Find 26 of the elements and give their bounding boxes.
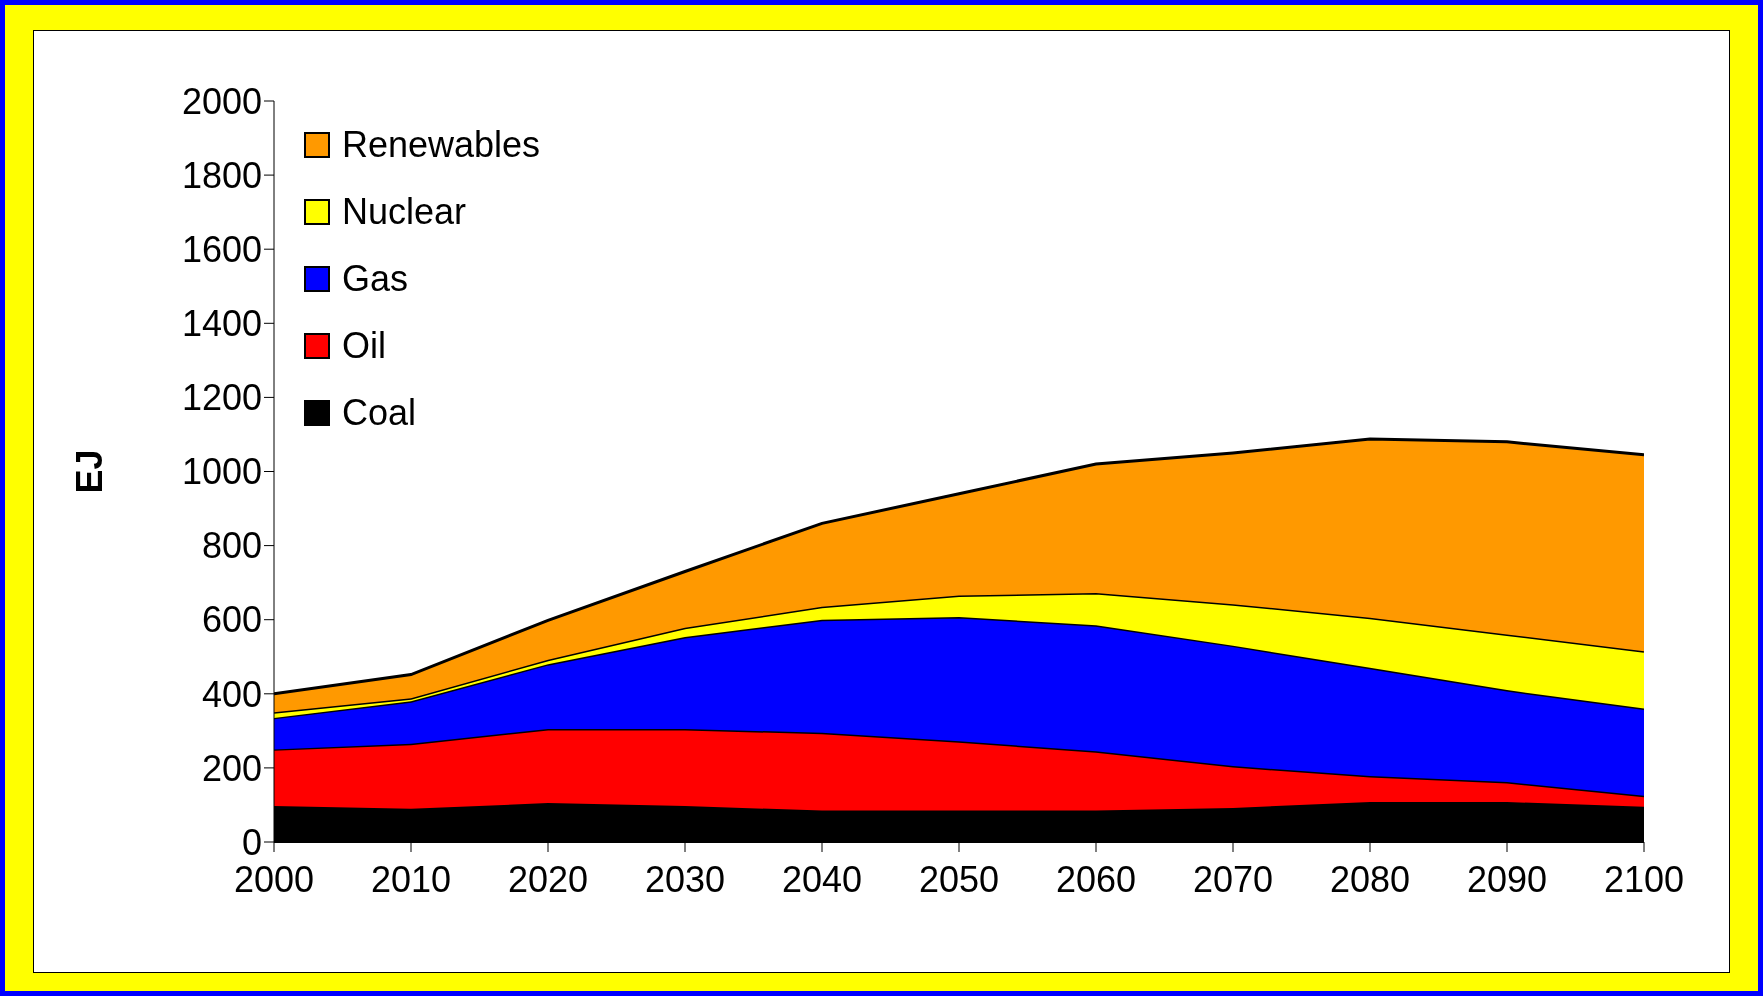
legend-label: Oil bbox=[342, 324, 386, 367]
legend-label: Gas bbox=[342, 257, 409, 300]
x-tick-label: 2060 bbox=[1055, 858, 1137, 900]
legend-label: Coal bbox=[342, 391, 417, 434]
x-tick-label: 2070 bbox=[1192, 858, 1274, 900]
y-tick-label: 600 bbox=[201, 599, 262, 641]
y-tick-label: 2000 bbox=[181, 80, 262, 122]
x-tick-label: 2080 bbox=[1329, 858, 1411, 900]
y-tick-label: 800 bbox=[201, 525, 262, 567]
x-tick-label: 2040 bbox=[781, 858, 863, 900]
y-tick-label: 1000 bbox=[181, 451, 262, 493]
y-tick-label: 200 bbox=[201, 747, 262, 789]
x-tick-label: 2030 bbox=[644, 858, 726, 900]
y-tick-label: 400 bbox=[201, 673, 262, 715]
y-tick-label: 1600 bbox=[181, 228, 262, 270]
y-axis-title: EJ bbox=[68, 449, 110, 494]
y-tick-label: 1200 bbox=[181, 377, 262, 419]
x-tick-label: 2050 bbox=[918, 858, 1000, 900]
x-tick-label: 2100 bbox=[1603, 858, 1685, 900]
legend-label: Renewables bbox=[342, 123, 541, 166]
legend-label: Nuclear bbox=[342, 190, 467, 233]
y-tick-label: 1800 bbox=[181, 154, 262, 196]
x-tick-label: 2010 bbox=[370, 858, 452, 900]
x-tick-label: 2020 bbox=[507, 858, 589, 900]
x-tick-label: 2090 bbox=[1466, 858, 1548, 900]
y-tick-label: 1400 bbox=[181, 303, 262, 345]
